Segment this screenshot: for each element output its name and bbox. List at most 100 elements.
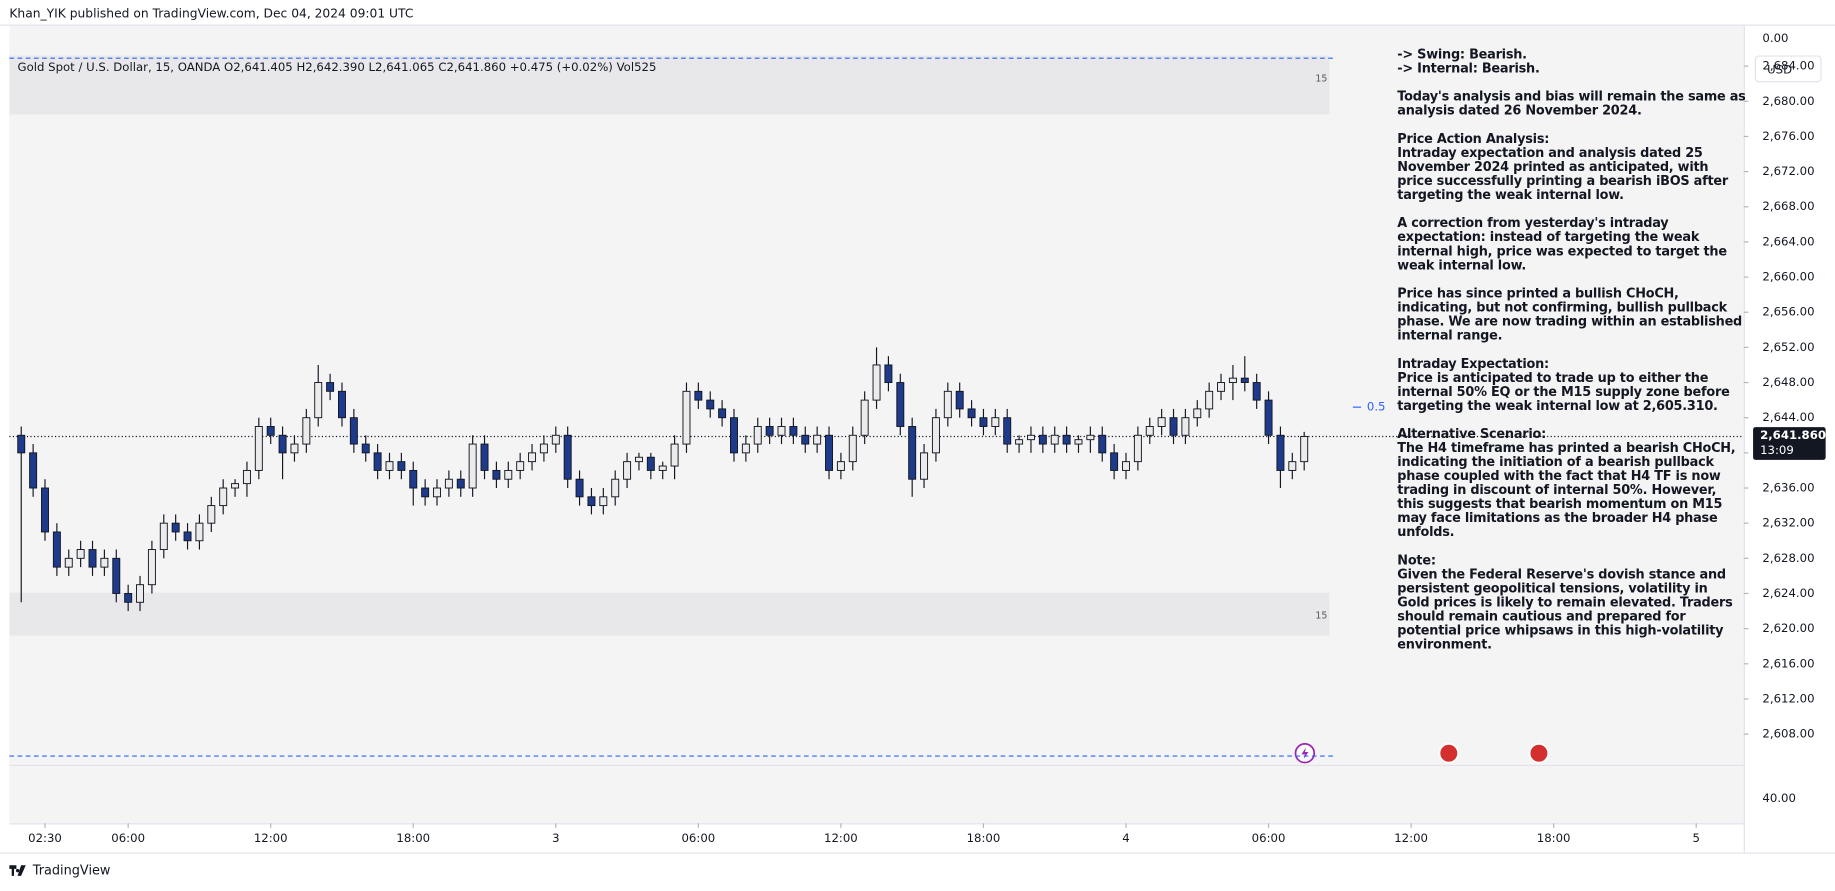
side-label-volume: 40.00 xyxy=(1762,791,1796,805)
candle-body xyxy=(219,487,228,507)
note-line: may face limitations as the broader H4 p… xyxy=(1397,511,1718,526)
price-label-box xyxy=(1753,427,1826,460)
note-line: The H4 timeframe has printed a bearish C… xyxy=(1397,441,1735,456)
y-tick-label: 2,664.00 xyxy=(1762,234,1814,248)
candle-body xyxy=(848,434,857,463)
candle-body xyxy=(563,434,572,480)
y-tick-label: 2,672.00 xyxy=(1762,164,1814,178)
note-line: should remain cautious and prepared for xyxy=(1397,610,1686,625)
note-line: internal high, price was expected to tar… xyxy=(1397,244,1727,259)
candle-body xyxy=(646,456,655,471)
candle xyxy=(575,470,584,506)
candle xyxy=(718,400,727,427)
candle xyxy=(860,391,869,445)
candle-body xyxy=(397,461,406,471)
candle xyxy=(52,523,61,576)
candle xyxy=(302,408,311,453)
currency-box[interactable] xyxy=(1754,55,1822,83)
candle-body xyxy=(1276,434,1285,471)
note-line: trading in discount of internal 50%. How… xyxy=(1397,483,1716,498)
note-line: phase coupled with the fact that H4 TF i… xyxy=(1397,469,1721,484)
candle-body xyxy=(741,443,750,454)
candle-body xyxy=(64,557,73,568)
candle-body xyxy=(670,443,679,467)
candle xyxy=(634,452,643,471)
candle xyxy=(242,461,251,497)
candle xyxy=(1300,431,1309,471)
candle xyxy=(207,496,216,532)
candle xyxy=(706,391,715,418)
candle xyxy=(397,452,406,480)
candle-body xyxy=(1181,417,1190,436)
candle xyxy=(337,382,346,427)
candle xyxy=(421,479,430,506)
candle-body xyxy=(623,461,632,480)
candle xyxy=(943,382,952,427)
candle-body xyxy=(17,434,26,454)
symbol-legend: Gold Spot / U.S. Dollar, 15, OANDA O2,64… xyxy=(18,60,657,74)
candle-body xyxy=(1015,439,1024,445)
candle-body xyxy=(302,417,311,445)
candle xyxy=(1288,452,1297,480)
candle-body xyxy=(1074,439,1083,445)
candle xyxy=(1110,444,1119,480)
note-line: Given the Federal Reserve's dovish stanc… xyxy=(1397,568,1726,583)
candle xyxy=(1086,426,1095,453)
candle-body xyxy=(575,478,584,498)
candle xyxy=(266,417,275,445)
eq-label: 0.5 xyxy=(1367,400,1386,414)
candle-body xyxy=(730,417,738,454)
candle-body xyxy=(1026,434,1035,441)
candle xyxy=(1062,426,1071,453)
candle-body xyxy=(825,434,834,471)
candle xyxy=(955,382,964,418)
candle xyxy=(611,470,620,506)
note-line: persistent geopolitical tensions, volati… xyxy=(1397,582,1707,597)
candle-body xyxy=(1098,434,1107,454)
candle xyxy=(991,408,1000,436)
note-line: -> Swing: Bearish. xyxy=(1397,47,1527,62)
event-icons[interactable] xyxy=(1294,742,1550,764)
candle xyxy=(528,444,537,471)
candle-body xyxy=(409,469,418,489)
candle xyxy=(931,408,940,462)
candle-body xyxy=(908,426,917,480)
note-line: Note: xyxy=(1397,553,1435,568)
x-tick-label: 12:00 xyxy=(1394,831,1428,845)
candle-body xyxy=(528,452,537,463)
candle xyxy=(1228,364,1237,401)
candle xyxy=(468,435,477,497)
candle xyxy=(349,408,358,453)
note-line: weak internal low. xyxy=(1397,258,1526,273)
x-tick-label: 06:00 xyxy=(1252,831,1286,845)
note-line: environment. xyxy=(1397,638,1491,653)
chart-pane xyxy=(9,25,1744,824)
note-line: Alternative Scenario: xyxy=(1397,427,1546,442)
zone xyxy=(9,592,1330,636)
candle-body xyxy=(456,478,465,489)
y-tick-label: 2,684.00 xyxy=(1762,59,1814,73)
y-tick-label: 2,620.00 xyxy=(1762,621,1814,635)
candle-body xyxy=(682,390,691,445)
y-tick-label: 2,652.00 xyxy=(1762,340,1814,354)
candle xyxy=(456,470,465,497)
x-tick-label: 18:00 xyxy=(967,831,1001,845)
y-tick-label: 2,680.00 xyxy=(1762,94,1814,108)
currency[interactable]: USD xyxy=(1767,63,1792,77)
event-icon-us[interactable] xyxy=(1528,742,1550,764)
candle-body xyxy=(349,417,358,445)
event-icon-us[interactable] xyxy=(1438,742,1460,764)
candle xyxy=(563,426,572,489)
candle-body xyxy=(1122,461,1130,471)
y-tick-label: 2,668.00 xyxy=(1762,199,1814,213)
candle xyxy=(136,575,145,612)
y-tick-label: 2,612.00 xyxy=(1762,691,1814,705)
candle-body xyxy=(718,408,727,419)
x-tick-label: 4 xyxy=(1122,831,1129,845)
candle xyxy=(1264,391,1273,445)
candle-body xyxy=(1240,377,1249,384)
candle-body xyxy=(278,434,287,454)
event-icon-bolt xyxy=(1301,747,1309,760)
x-tick-label: 06:00 xyxy=(111,831,145,845)
